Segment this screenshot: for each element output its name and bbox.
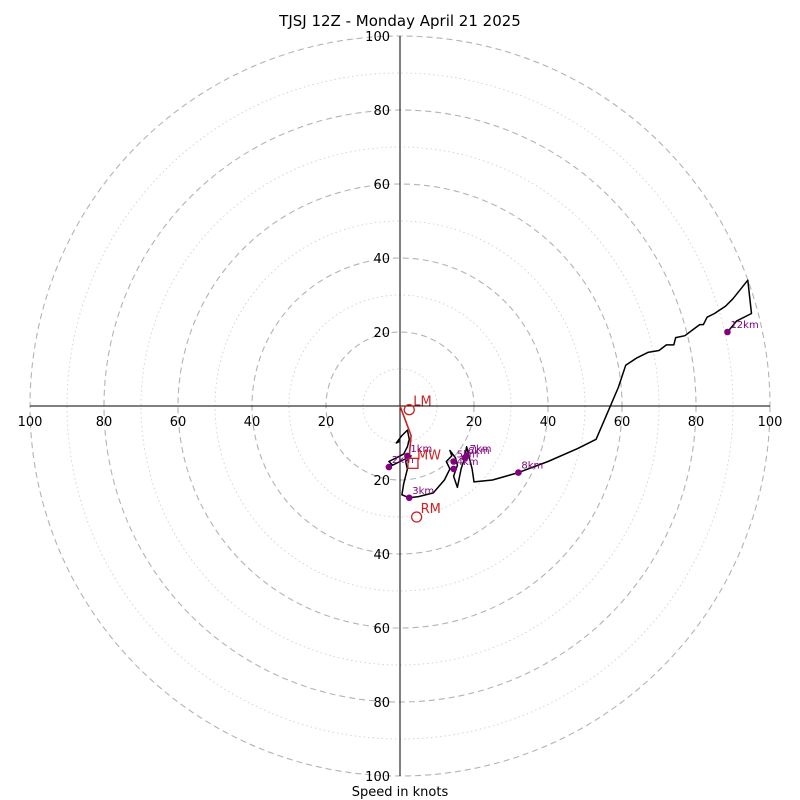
x-tick-label: 40 <box>244 415 261 430</box>
y-tick-label: 20 <box>373 474 390 489</box>
height-label-2km: 2km <box>392 455 414 466</box>
y-tick-label: 40 <box>373 548 390 563</box>
height-marker-7km <box>463 452 470 460</box>
height-label-1km: 1km <box>410 444 432 455</box>
motion-label-lm: LM <box>413 395 431 410</box>
height-marker-12km <box>724 328 731 336</box>
wind-trace-line <box>388 279 753 499</box>
y-tick-label: 60 <box>373 622 390 637</box>
y-tick-label: 100 <box>365 770 390 785</box>
y-tick-label: 80 <box>373 104 390 119</box>
x-tick-label: 20 <box>318 415 335 430</box>
storm-motion-line <box>399 405 412 456</box>
x-tick-label: 100 <box>18 415 43 430</box>
height-marker-4km <box>450 465 457 473</box>
height-marker-3km <box>405 494 413 502</box>
y-tick-label: 40 <box>373 252 390 267</box>
x-tick-label: 40 <box>540 415 557 430</box>
x-tick-label: 100 <box>758 415 783 430</box>
y-tick-label: 80 <box>373 696 390 711</box>
chart-title: TJSJ 12Z - Monday April 21 2025 <box>278 12 521 30</box>
x-axis-label: Speed in knots <box>352 785 449 800</box>
height-marker-2km <box>385 463 393 471</box>
y-tick-label: 100 <box>365 30 390 45</box>
height-label-12km: 12km <box>730 320 758 331</box>
height-marker-1km <box>404 452 411 460</box>
y-tick-label: 20 <box>373 326 390 341</box>
motion-label-mw: MW <box>417 448 441 463</box>
x-tick-label: 80 <box>96 415 113 430</box>
height-label-7km: 7km <box>470 444 492 455</box>
x-tick-label: 60 <box>614 415 631 430</box>
height-label-6km: 6km <box>468 446 490 457</box>
motion-markers: LM MW RM <box>403 395 441 523</box>
height-label-8km: 8km <box>521 461 543 472</box>
x-tick-label: 20 <box>466 415 483 430</box>
wind-trace <box>388 279 753 499</box>
height-marker-8km <box>515 469 522 476</box>
tick-labels: 20 40 60 80 100 100 80 60 40 20 100 80 60 40 20 20 40 60 8… <box>18 30 783 785</box>
height-marker-5km <box>450 458 457 465</box>
motion-label-rm: RM <box>421 502 441 517</box>
x-tick-label: 80 <box>688 415 705 430</box>
height-markers: 1km2km3km4km5km6km7km8km12km <box>385 320 759 502</box>
motion-marker-lm <box>403 404 415 416</box>
motion-marker-rm <box>410 511 423 523</box>
height-label-3km: 3km <box>412 486 434 497</box>
height-label-4km: 4km <box>457 457 479 468</box>
y-tick-label: 60 <box>373 178 390 193</box>
motion-marker-mw <box>407 457 419 470</box>
x-tick-label: 60 <box>170 415 187 430</box>
storm-motion-path <box>399 405 412 456</box>
